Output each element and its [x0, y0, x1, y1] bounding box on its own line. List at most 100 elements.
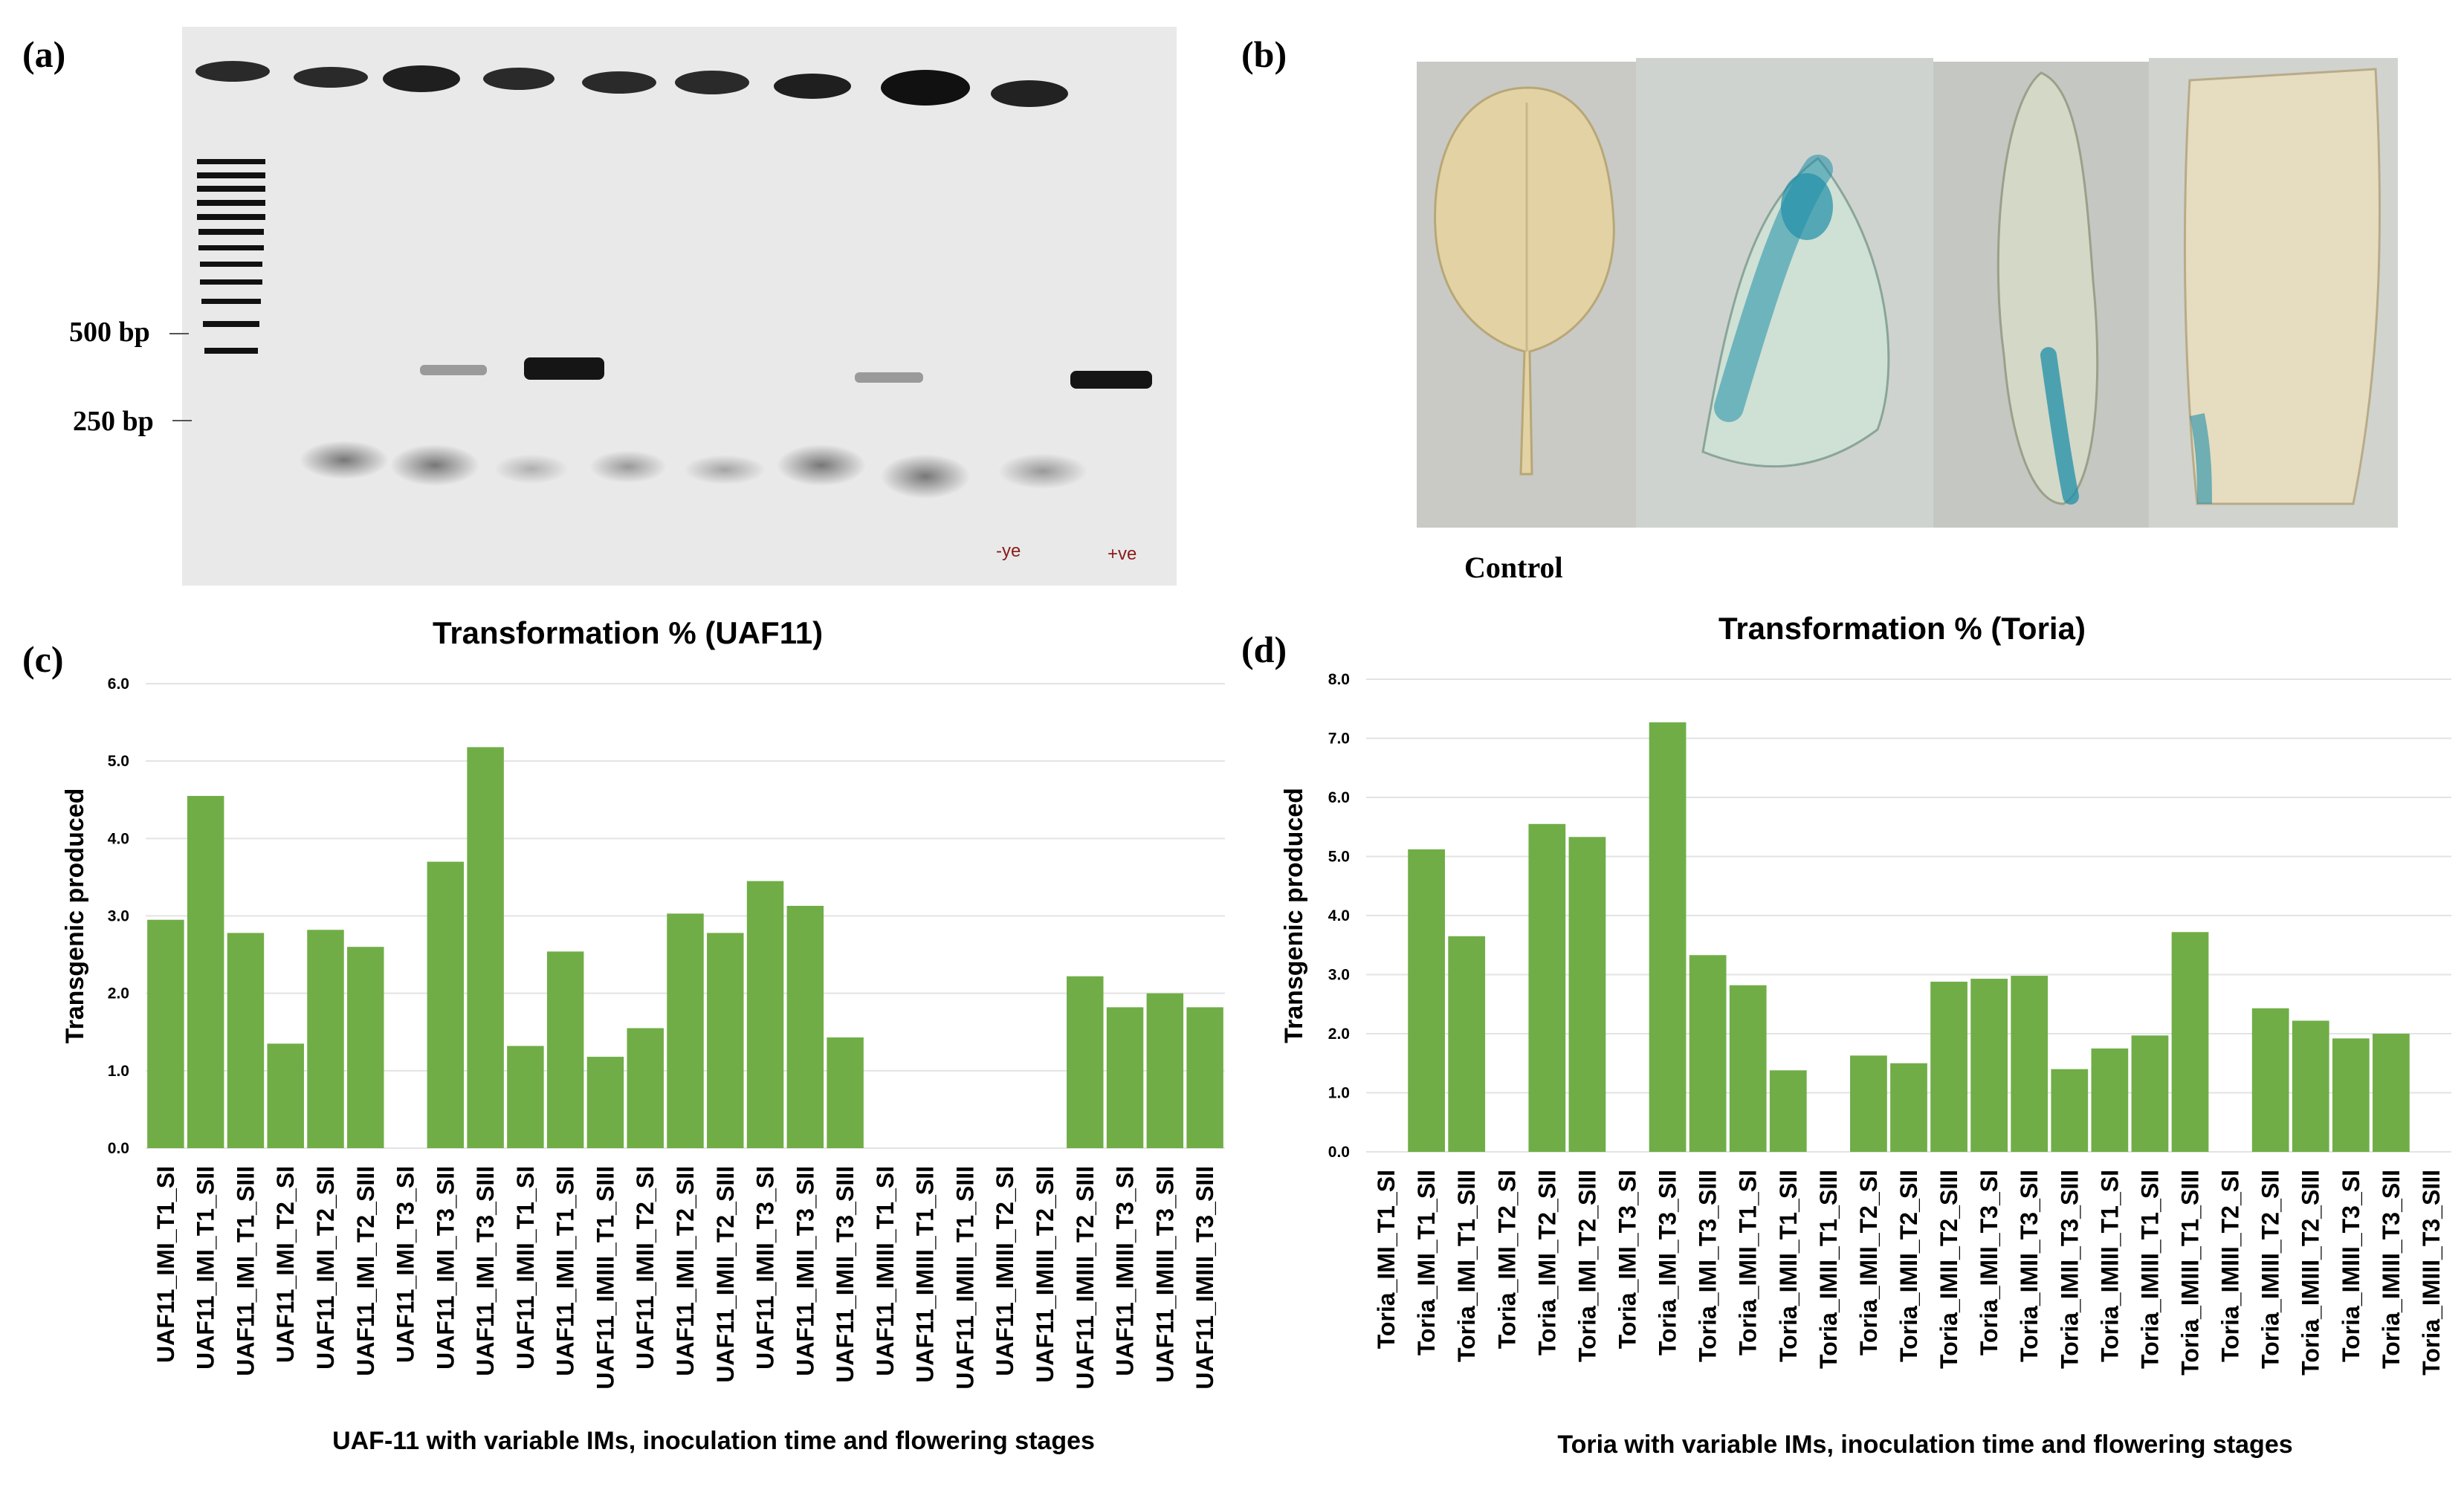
x-tick-label: UAF11_IMI_T3_SII [432, 1166, 459, 1370]
bar [1970, 979, 2008, 1152]
x-tick-label: UAF11_IMII_T2_SIII [712, 1166, 739, 1383]
x-axis-title: Toria with variable IMs, inoculation tim… [1557, 1431, 2292, 1459]
marker-250bp: 250 bp [73, 406, 154, 437]
x-tick-label: UAF11_IMII_T1_SI [512, 1166, 539, 1370]
y-tick-label: 3.0 [1328, 967, 1350, 984]
control-leaf-icon [1434, 86, 1615, 476]
x-tick-label: Toria_IMI_T2_SI [1493, 1170, 1520, 1349]
bar [2091, 1048, 2129, 1152]
positive-control-label: +ve [1107, 544, 1137, 564]
bar [187, 796, 224, 1148]
control-label: Control [1464, 551, 1563, 584]
x-tick-label: UAF11_IMIII_T1_SII [912, 1166, 939, 1383]
y-tick-label: 1.0 [108, 1063, 129, 1080]
x-tick-label: UAF11_IMII_T2_SI [632, 1166, 659, 1370]
primer-smears [300, 441, 1087, 499]
x-tick-label: Toria_IMI_T1_SI [1373, 1170, 1400, 1349]
chart-c: 0.0 1.0 2.0 3.0 4.0 5.0 6.0 UAF11_IMI_T1_SI UAF1… [61, 676, 1225, 1455]
y-tick-label: 6.0 [108, 676, 129, 693]
bar [147, 919, 184, 1148]
marker-ticks [169, 333, 192, 421]
x-tick-label: Toria_IMI_T3_SII [1655, 1170, 1681, 1355]
gel-wells [195, 61, 1068, 107]
y-tick-label: 4.0 [1328, 907, 1350, 924]
x-tick-label: Toria_IMI_T2_SIII [1574, 1170, 1600, 1362]
bar [1689, 955, 1727, 1152]
panel-label-b: (b) [1241, 33, 1287, 75]
bar [347, 947, 384, 1148]
bar [467, 747, 504, 1148]
bar [1528, 823, 1566, 1152]
pcr-bands [420, 357, 1152, 389]
x-tick-label: UAF11_IMII_T3_SIII [832, 1166, 858, 1383]
x-tick-label: Toria_IMII_T1_SII [1775, 1170, 1802, 1362]
marker-500bp: 500 bp [69, 317, 150, 348]
x-tick-label: UAF11_IMIII_T1_SIII [592, 1166, 618, 1390]
bar [1769, 1070, 1807, 1152]
x-tick-label: Toria_IMII_T2_SII [1895, 1170, 1922, 1362]
bar [627, 1028, 664, 1148]
bar [2332, 1038, 2370, 1152]
gel-image: -ye +ve [182, 27, 1177, 586]
x-tick-label: UAF11_IMIII_T1_SIII [951, 1166, 978, 1390]
y-tick-label: 6.0 [1328, 789, 1350, 806]
x-tick-label: Toria_IMIII_T1_SII [2136, 1170, 2163, 1369]
y-tick-label: 5.0 [108, 753, 129, 770]
bar [546, 951, 584, 1148]
x-tick-label: Toria_IMI_T3_SIII [1695, 1170, 1721, 1362]
y-tick-label: 7.0 [1328, 730, 1350, 748]
bar [2171, 932, 2209, 1152]
x-tick-label: UAF11_IMI_T2_SIII [352, 1166, 379, 1376]
bar [1067, 976, 1104, 1148]
bar [1729, 985, 1767, 1152]
negative-control-label: -ye [996, 541, 1021, 561]
x-tick-label: UAF11_IMIII_T3_SI [1112, 1166, 1139, 1376]
x-tick-label: UAF11_IMI_T3_SIII [472, 1166, 499, 1376]
x-tick-label: Toria_IMI_T3_SI [1614, 1170, 1640, 1349]
y-tick-label: 2.0 [108, 985, 129, 1002]
bar [1890, 1063, 1927, 1152]
bar [2131, 1035, 2169, 1152]
x-tick-label: Toria_IMIII_T2_SII [2257, 1170, 2284, 1369]
bar [227, 933, 265, 1148]
y-tick-label: 0.0 [1328, 1144, 1350, 1161]
x-tick-label: UAF11_IMI_T2_SII [312, 1166, 339, 1370]
x-tick-label: UAF11_IMIII_T3_SII [1151, 1166, 1178, 1383]
x-tick-label: UAF11_IMI_T1_SI [152, 1166, 179, 1363]
panel-label-c: (c) [22, 638, 64, 680]
bar [1930, 982, 1967, 1152]
bar [507, 1046, 544, 1148]
bar [746, 881, 784, 1148]
y-tick-label: 3.0 [108, 908, 129, 925]
x-tick-label: UAF11_IMI_T3_SI [392, 1166, 419, 1363]
chart-d: 0.0 1.0 2.0 3.0 4.0 5.0 6.0 7.0 8.0 Toria_IMI_T1_… [1280, 671, 2451, 1459]
x-tick-label: Toria_IMIII_T2_SI [2217, 1170, 2244, 1362]
y-tick-label: 0.0 [108, 1140, 129, 1157]
bar [307, 930, 344, 1148]
bar [786, 905, 824, 1148]
x-tick-label: Toria_IMII_T2_SI [1855, 1170, 1882, 1355]
x-tick-label: UAF11_IMII_T2_SII [672, 1166, 699, 1376]
x-tick-label: Toria_IMIII_T3_SI [2338, 1170, 2364, 1362]
x-tick-label: Toria_IMI_T1_SIII [1453, 1170, 1480, 1362]
x-tick-label: UAF11_IMI_T1_SIII [232, 1166, 259, 1376]
x-tick-label: Toria_IMII_T3_SIII [2056, 1170, 2083, 1369]
y-tick-label: 5.0 [1328, 849, 1350, 866]
x-tick-label: Toria_IMII_T1_SI [1735, 1170, 1762, 1355]
bar [1568, 837, 1606, 1152]
bar [2251, 1008, 2289, 1152]
bar [667, 913, 704, 1148]
bar [1408, 849, 1445, 1152]
x-tick-label: Toria_IMII_T3_SI [1976, 1170, 2002, 1355]
x-tick-label: Toria_IMIII_T1_SI [2096, 1170, 2123, 1362]
stained-leaf-1-icon [1701, 155, 1890, 468]
gel-svg [182, 27, 1177, 586]
x-tick-label: UAF11_IMII_T3_SI [752, 1166, 779, 1370]
x-tick-label: UAF11_IMI_T2_SI [272, 1166, 299, 1363]
chart-d-title: Transformation % (Toria) [1718, 611, 2086, 646]
gus-leaf-photos [1417, 58, 2398, 528]
x-tick-label: Toria_IMIII_T3_SII [2378, 1170, 2405, 1369]
bar [2373, 1034, 2410, 1152]
y-tick-label: 4.0 [108, 830, 129, 847]
x-tick-label: Toria_IMIII_T3_SIII [2418, 1170, 2445, 1376]
